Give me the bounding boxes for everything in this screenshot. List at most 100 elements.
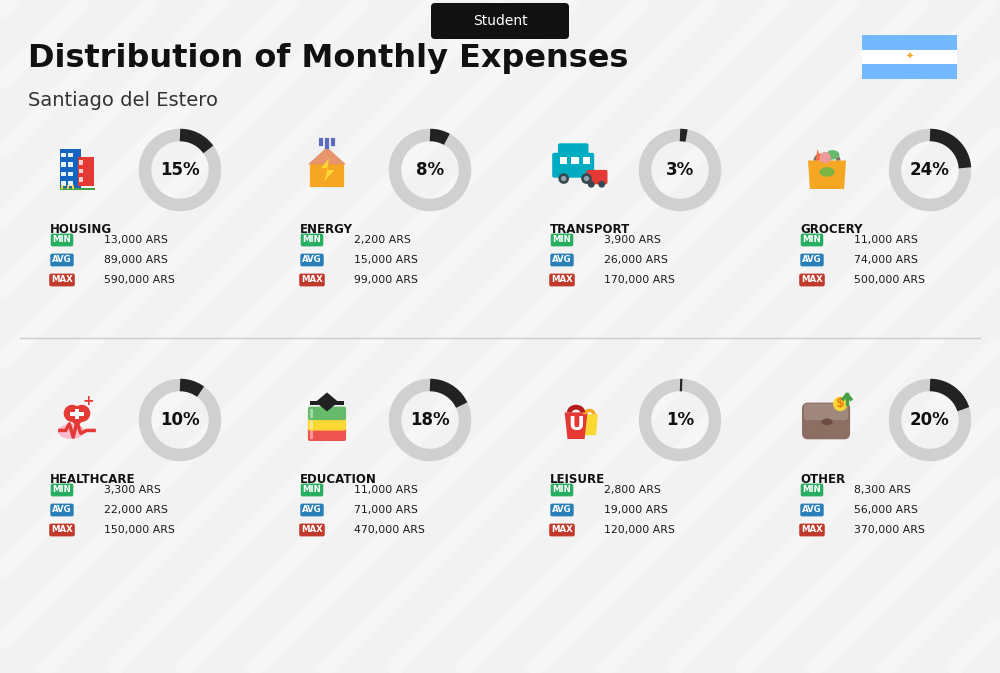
Polygon shape xyxy=(808,160,846,189)
Text: AVG: AVG xyxy=(552,256,572,264)
FancyBboxPatch shape xyxy=(68,172,73,176)
Circle shape xyxy=(64,404,81,422)
Text: Santiago del Estero: Santiago del Estero xyxy=(28,92,218,110)
Circle shape xyxy=(561,176,566,181)
Text: 18%: 18% xyxy=(410,411,450,429)
FancyBboxPatch shape xyxy=(61,181,66,186)
Polygon shape xyxy=(64,413,90,427)
FancyBboxPatch shape xyxy=(862,50,957,64)
Text: U: U xyxy=(568,415,584,434)
Text: 590,000 ARS: 590,000 ARS xyxy=(104,275,175,285)
FancyBboxPatch shape xyxy=(308,406,346,420)
Text: MAX: MAX xyxy=(801,275,823,285)
Text: 470,000 ARS: 470,000 ARS xyxy=(354,525,425,535)
FancyBboxPatch shape xyxy=(310,429,313,439)
Text: Student: Student xyxy=(473,14,527,28)
Text: MAX: MAX xyxy=(301,275,323,285)
Polygon shape xyxy=(321,159,335,182)
Text: 1%: 1% xyxy=(666,411,694,429)
Text: EDUCATION: EDUCATION xyxy=(300,473,377,486)
FancyBboxPatch shape xyxy=(310,401,344,405)
Text: MIN: MIN xyxy=(53,485,71,495)
Text: +: + xyxy=(83,394,94,408)
Text: MIN: MIN xyxy=(803,485,821,495)
Circle shape xyxy=(581,173,592,184)
FancyBboxPatch shape xyxy=(61,162,66,167)
Text: MIN: MIN xyxy=(303,485,321,495)
Text: AVG: AVG xyxy=(52,256,72,264)
Ellipse shape xyxy=(58,424,85,439)
Text: 11,000 ARS: 11,000 ARS xyxy=(854,235,918,245)
Ellipse shape xyxy=(819,167,835,176)
Text: 26,000 ARS: 26,000 ARS xyxy=(604,255,668,265)
Circle shape xyxy=(584,176,589,181)
Ellipse shape xyxy=(826,150,839,160)
Text: 2,200 ARS: 2,200 ARS xyxy=(354,235,411,245)
Text: MIN: MIN xyxy=(553,236,571,244)
Text: 20%: 20% xyxy=(910,411,950,429)
Text: 3,300 ARS: 3,300 ARS xyxy=(104,485,161,495)
Text: AVG: AVG xyxy=(802,505,822,514)
Polygon shape xyxy=(565,413,587,439)
FancyBboxPatch shape xyxy=(68,181,73,186)
Text: 2,800 ARS: 2,800 ARS xyxy=(604,485,661,495)
FancyBboxPatch shape xyxy=(72,185,74,189)
Text: MAX: MAX xyxy=(51,526,73,534)
Text: 13,000 ARS: 13,000 ARS xyxy=(104,235,168,245)
Text: 15%: 15% xyxy=(160,161,200,179)
Text: 99,000 ARS: 99,000 ARS xyxy=(354,275,418,285)
Text: HOUSING: HOUSING xyxy=(50,223,112,236)
Text: ENERGY: ENERGY xyxy=(300,223,353,236)
Text: 8%: 8% xyxy=(416,161,444,179)
Text: 370,000 ARS: 370,000 ARS xyxy=(854,525,925,535)
Text: 150,000 ARS: 150,000 ARS xyxy=(104,525,175,535)
Text: 120,000 ARS: 120,000 ARS xyxy=(604,525,675,535)
Text: AVG: AVG xyxy=(302,505,322,514)
Text: AVG: AVG xyxy=(52,505,72,514)
FancyBboxPatch shape xyxy=(61,185,63,189)
Circle shape xyxy=(833,396,848,411)
Text: Distribution of Monthly Expenses: Distribution of Monthly Expenses xyxy=(28,42,628,73)
Text: $: $ xyxy=(836,397,845,411)
Text: HEALTHCARE: HEALTHCARE xyxy=(50,473,136,486)
Polygon shape xyxy=(316,392,338,411)
Text: MIN: MIN xyxy=(53,236,71,244)
Text: 22,000 ARS: 22,000 ARS xyxy=(104,505,168,515)
FancyBboxPatch shape xyxy=(560,157,567,164)
Polygon shape xyxy=(816,149,821,160)
FancyBboxPatch shape xyxy=(67,185,69,189)
Circle shape xyxy=(73,404,90,422)
Text: AVG: AVG xyxy=(302,256,322,264)
Text: 19,000 ARS: 19,000 ARS xyxy=(604,505,668,515)
Polygon shape xyxy=(308,147,346,164)
FancyBboxPatch shape xyxy=(862,35,957,50)
FancyBboxPatch shape xyxy=(78,157,94,186)
FancyBboxPatch shape xyxy=(862,64,957,79)
FancyBboxPatch shape xyxy=(552,153,594,178)
FancyBboxPatch shape xyxy=(61,172,66,176)
FancyBboxPatch shape xyxy=(68,162,73,167)
Text: 11,000 ARS: 11,000 ARS xyxy=(354,485,418,495)
Circle shape xyxy=(819,152,831,164)
Text: ✦: ✦ xyxy=(905,52,914,62)
Text: 3,900 ARS: 3,900 ARS xyxy=(604,235,661,245)
Text: MAX: MAX xyxy=(801,526,823,534)
Text: 10%: 10% xyxy=(160,411,200,429)
Text: MAX: MAX xyxy=(51,275,73,285)
Text: MAX: MAX xyxy=(551,526,573,534)
Text: 56,000 ARS: 56,000 ARS xyxy=(854,505,918,515)
Text: 71,000 ARS: 71,000 ARS xyxy=(354,505,418,515)
Text: 3%: 3% xyxy=(666,161,694,179)
FancyBboxPatch shape xyxy=(79,160,83,165)
Text: AVG: AVG xyxy=(552,505,572,514)
Text: MIN: MIN xyxy=(803,236,821,244)
Text: MIN: MIN xyxy=(303,236,321,244)
FancyBboxPatch shape xyxy=(75,409,79,419)
FancyBboxPatch shape xyxy=(571,157,579,164)
FancyBboxPatch shape xyxy=(79,169,83,173)
Text: MIN: MIN xyxy=(553,485,571,495)
FancyBboxPatch shape xyxy=(804,404,848,420)
FancyBboxPatch shape xyxy=(70,412,84,416)
FancyBboxPatch shape xyxy=(802,402,850,439)
FancyBboxPatch shape xyxy=(68,153,73,157)
